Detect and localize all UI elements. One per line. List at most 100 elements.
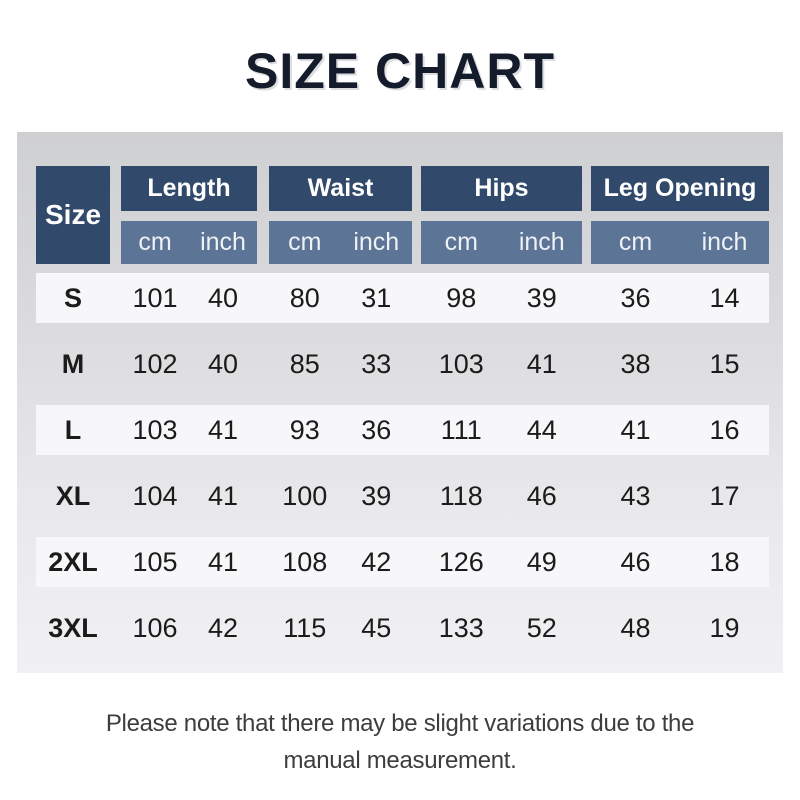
table-cell: 126 — [438, 546, 484, 577]
unit-inch-label: inch — [701, 228, 748, 256]
unit-cm-label: cm — [138, 228, 172, 256]
row-group-hips: 111 44 — [421, 415, 582, 446]
table-cell: 118 — [439, 480, 483, 511]
row-group-leg-opening: 46 18 — [591, 547, 769, 578]
row-group-waist: 108 42 — [269, 547, 412, 578]
unit-cell-leg-opening: cm inch — [591, 221, 769, 264]
header-group-hips: Hips — [421, 166, 582, 211]
table-cell: 17 — [709, 480, 740, 511]
header-group-row: Length Waist Hips Leg Opening — [110, 166, 769, 211]
unit-cell-waist: cm inch — [269, 221, 412, 264]
table-cell: 133 — [438, 612, 484, 643]
table-row-2xl: 2XL 105 41 108 42 126 49 46 18 — [36, 537, 769, 587]
table-header: Size Length Waist Hips Leg Opening cm in… — [36, 166, 769, 264]
header-group-leg-opening: Leg Opening — [591, 166, 769, 211]
row-group-hips: 126 49 — [421, 547, 582, 578]
size-chart-page: SIZE CHART Size Length Waist Hips Leg Op… — [0, 42, 800, 800]
table-row-3xl: 3XL 106 42 115 45 133 52 48 19 — [36, 603, 769, 653]
header-unit-row: cm inch cm inch cm inch cm inch — [110, 221, 769, 264]
unit-inch-label: inch — [353, 228, 400, 256]
table-cell: 41 — [207, 546, 239, 577]
row-group-waist: 85 33 — [269, 349, 412, 380]
table-cell: 41 — [207, 414, 239, 445]
row-group-hips: 103 41 — [421, 349, 582, 380]
table-cell: 100 — [282, 480, 328, 511]
page-title: SIZE CHART — [245, 43, 555, 99]
unit-cell-length: cm inch — [121, 221, 257, 264]
table-cell: 45 — [361, 612, 392, 643]
header-size-cell: Size — [36, 166, 110, 264]
table-cell: 36 — [361, 414, 392, 445]
table-cell: 98 — [446, 282, 477, 313]
table-cell: 105 — [132, 546, 178, 577]
row-group-leg-opening: 38 15 — [591, 349, 769, 380]
table-cell: 111 — [440, 414, 482, 445]
unit-cm-label: cm — [618, 228, 653, 256]
table-cell: 39 — [361, 480, 392, 511]
table-cell: 102 — [132, 348, 178, 379]
table-row-l: L 103 41 93 36 111 44 41 16 — [36, 405, 769, 455]
unit-cm-label: cm — [288, 228, 322, 256]
row-size-label: M — [61, 348, 85, 379]
table-cell: 44 — [526, 414, 557, 445]
table-cell: 40 — [207, 348, 239, 379]
row-size-label: S — [63, 282, 82, 313]
table-cell: 18 — [709, 546, 740, 577]
table-cell: 41 — [620, 414, 651, 445]
table-cell: 85 — [289, 348, 320, 379]
table-cell: 14 — [709, 282, 740, 313]
table-row-xl: XL 104 41 100 39 118 46 43 17 — [36, 471, 769, 521]
table-cell: 49 — [526, 546, 557, 577]
table-cell: 104 — [132, 480, 178, 511]
unit-cm-label: cm — [444, 228, 478, 256]
table-cell: 80 — [289, 282, 320, 313]
row-size-label: XL — [55, 480, 91, 511]
table-cell: 36 — [620, 282, 651, 313]
table-cell: 106 — [132, 612, 178, 643]
unit-cell-hips: cm inch — [421, 221, 582, 264]
table-cell: 103 — [132, 414, 178, 445]
table-cell: 39 — [526, 282, 557, 313]
row-group-waist: 115 45 — [269, 613, 412, 644]
row-size-label: 2XL — [48, 546, 98, 577]
table-cell: 46 — [526, 480, 557, 511]
table-cell: 101 — [132, 282, 178, 313]
table-row-m: M 102 40 85 33 103 41 38 15 — [36, 339, 769, 389]
row-group-waist: 93 36 — [269, 415, 412, 446]
row-group-hips: 98 39 — [421, 283, 582, 314]
table-cell: 42 — [207, 612, 239, 643]
table-cell: 16 — [709, 414, 740, 445]
table-cell: 38 — [620, 348, 651, 379]
table-cell: 46 — [620, 546, 651, 577]
table-cell: 41 — [207, 480, 239, 511]
row-group-hips: 133 52 — [421, 613, 582, 644]
table-cell: 115 — [283, 612, 327, 643]
header-columns: Length Waist Hips Leg Opening cm inch cm… — [110, 166, 769, 264]
measurement-note: Please note that there may be slight var… — [105, 710, 695, 774]
table-cell: 33 — [361, 348, 392, 379]
row-group-length: 106 42 — [121, 613, 257, 644]
table-cell: 41 — [526, 348, 557, 379]
row-group-length: 104 41 — [121, 481, 257, 512]
row-group-waist: 80 31 — [269, 283, 412, 314]
table-row-s: S 101 40 80 31 98 39 36 14 — [36, 273, 769, 323]
row-group-length: 105 41 — [121, 547, 257, 578]
table-cell: 43 — [620, 480, 651, 511]
row-group-leg-opening: 41 16 — [591, 415, 769, 446]
row-group-leg-opening: 43 17 — [591, 481, 769, 512]
table-cell: 108 — [282, 546, 328, 577]
table-cell: 48 — [620, 612, 651, 643]
table-cell: 103 — [438, 348, 484, 379]
table-cell: 31 — [361, 282, 392, 313]
row-group-hips: 118 46 — [421, 481, 582, 512]
unit-inch-label: inch — [518, 228, 565, 256]
table-cell: 19 — [709, 612, 740, 643]
header-group-length: Length — [121, 166, 257, 211]
table-cell: 40 — [207, 282, 239, 313]
row-group-length: 101 40 — [121, 283, 257, 314]
header-group-waist: Waist — [269, 166, 412, 211]
row-group-leg-opening: 48 19 — [591, 613, 769, 644]
row-group-leg-opening: 36 14 — [591, 283, 769, 314]
table-cell: 15 — [709, 348, 740, 379]
size-chart-panel: Size Length Waist Hips Leg Opening cm in… — [17, 132, 783, 673]
